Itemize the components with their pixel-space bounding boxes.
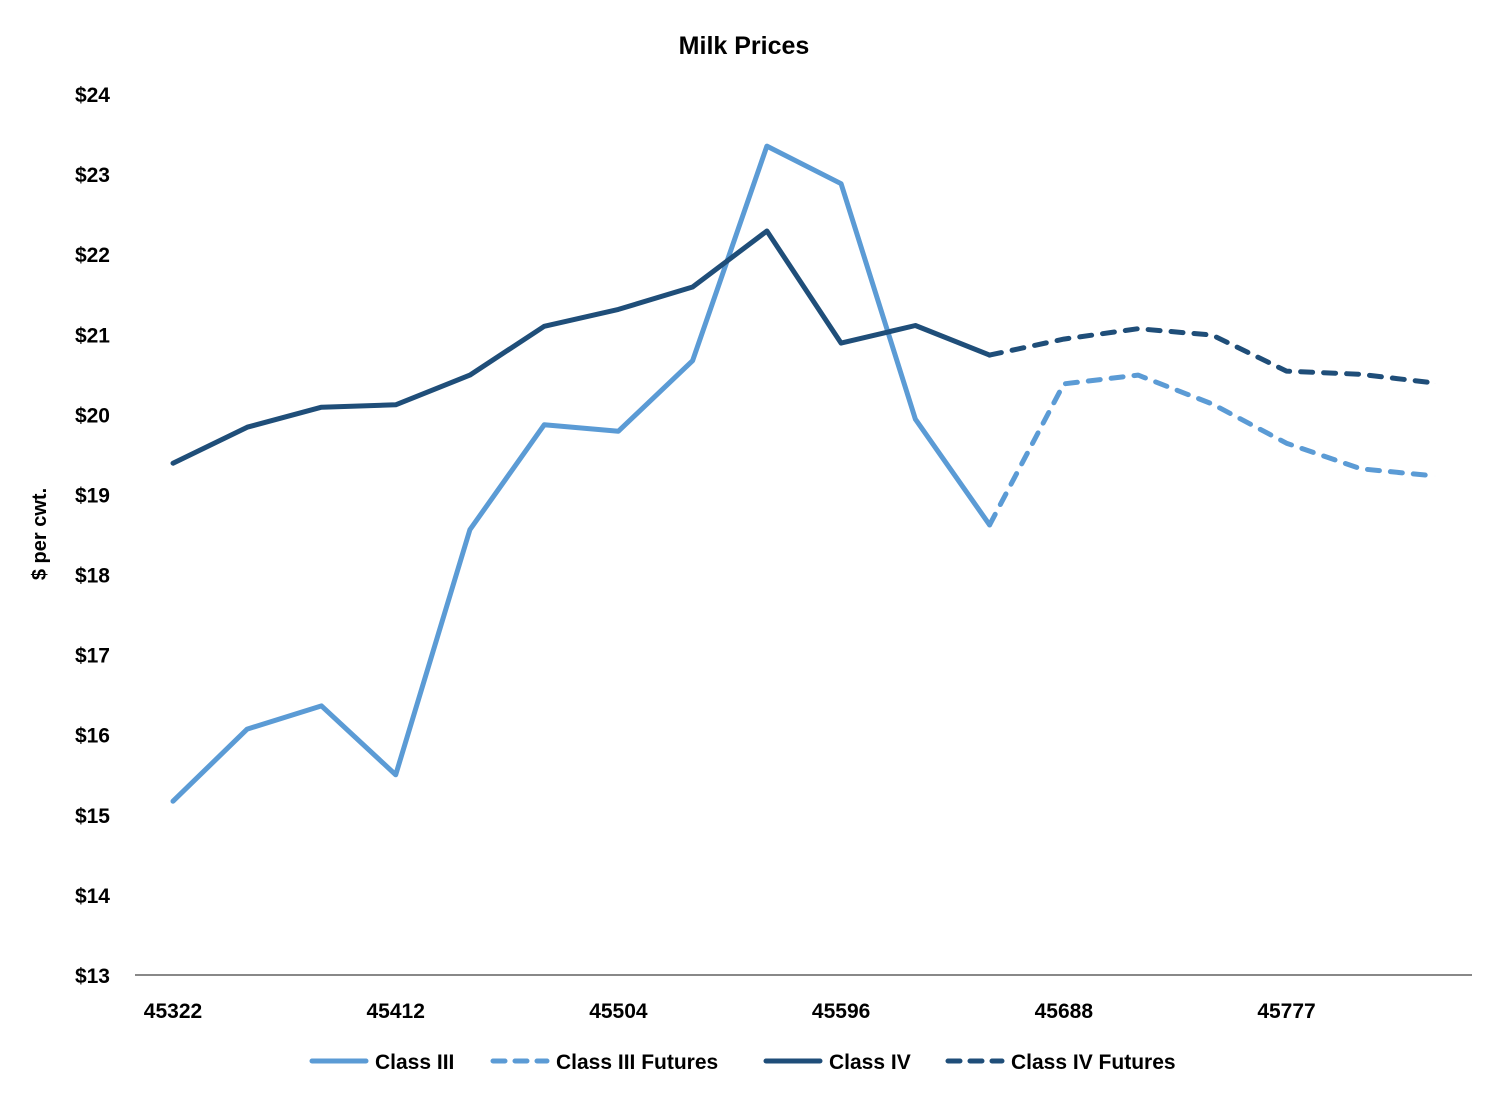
series-line-class-iv-futures (990, 329, 1435, 383)
legend-item: Class IV Futures (948, 1051, 1176, 1074)
y-tick-label: $16 (75, 725, 110, 748)
x-tick-label: 45322 (144, 1000, 202, 1023)
legend-label: Class III (375, 1051, 454, 1074)
y-tick-label: $18 (75, 565, 110, 588)
x-tick-label: 45504 (589, 1000, 648, 1023)
legend-label: Class IV (829, 1051, 911, 1074)
x-tick-label: 45412 (367, 1000, 425, 1023)
legend-item: Class IV (766, 1051, 911, 1074)
y-axis-label: $ per cwt. (29, 488, 51, 580)
x-tick-label: 45688 (1035, 1000, 1094, 1023)
y-tick-label: $15 (75, 805, 110, 828)
y-tick-label: $22 (75, 244, 110, 267)
y-tick-label: $20 (75, 404, 110, 427)
y-tick-label: $13 (75, 965, 110, 988)
y-tick-label: $21 (75, 324, 110, 347)
legend-item: Class III Futures (493, 1051, 718, 1074)
y-tick-label: $14 (75, 885, 110, 908)
y-tick-label: $23 (75, 164, 110, 187)
legend-label: Class IV Futures (1011, 1051, 1176, 1074)
y-tick-label: $24 (75, 84, 110, 107)
legend-item: Class III (312, 1051, 454, 1074)
x-tick-label: 45777 (1257, 1000, 1315, 1023)
y-tick-label: $19 (75, 484, 110, 507)
series-line-class-iii-futures (990, 375, 1435, 525)
chart-title: Milk Prices (679, 32, 810, 60)
y-tick-label: $17 (75, 645, 110, 668)
legend-label: Class III Futures (556, 1051, 718, 1074)
x-tick-label: 45596 (812, 1000, 870, 1023)
series-line-class-iii (173, 146, 990, 801)
